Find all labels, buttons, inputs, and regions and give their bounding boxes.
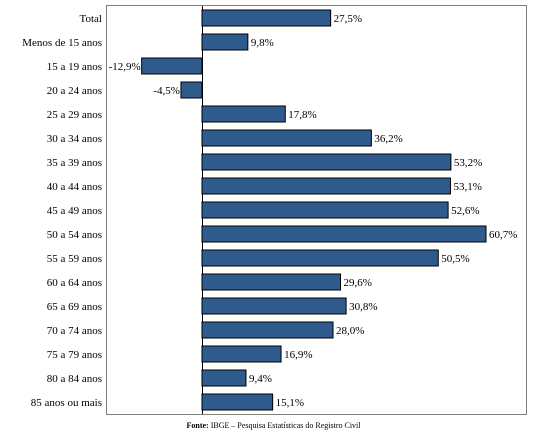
category-label: 65 a 69 anos: [47, 301, 102, 313]
category-label: 45 a 49 anos: [47, 205, 102, 217]
category-label: 85 anos ou mais: [31, 397, 102, 409]
bar: [201, 33, 249, 51]
bar: [180, 81, 203, 99]
plot-area-frame: [106, 5, 527, 415]
value-label: -12,9%: [109, 61, 141, 73]
bar: [201, 321, 334, 339]
bar: [201, 105, 286, 123]
bar: [201, 273, 341, 291]
value-label: 9,4%: [249, 373, 272, 385]
value-label: 30,8%: [349, 301, 377, 313]
bar: [201, 345, 282, 363]
category-label: 60 a 64 anos: [47, 277, 102, 289]
bar: [201, 153, 452, 171]
bar: [201, 249, 439, 267]
bar: [201, 9, 332, 27]
bars-layer: [141, 9, 487, 411]
value-label: 17,8%: [288, 109, 316, 121]
value-label: 16,9%: [284, 349, 312, 361]
value-label: 52,6%: [451, 205, 479, 217]
value-label: 29,6%: [343, 277, 371, 289]
bar: [201, 129, 372, 147]
category-label: 40 a 44 anos: [47, 181, 102, 193]
category-label: 15 a 19 anos: [47, 61, 102, 73]
bar: [141, 57, 203, 75]
bar-chart: Total 27,5% Menos de 15 anos 9,8% 15 a 19 an…: [22, 5, 527, 415]
category-label: 25 a 29 anos: [47, 109, 102, 121]
category-label: 75 a 79 anos: [47, 349, 102, 361]
bar: [201, 225, 487, 243]
source-note: Fonte: IBGE – Pesquisa Estatísticas do R…: [0, 421, 547, 430]
value-label: 15,1%: [276, 397, 304, 409]
category-label: Menos de 15 anos: [22, 37, 102, 49]
bar: [201, 297, 347, 315]
bar: [201, 201, 449, 219]
bar: [201, 369, 247, 387]
value-label: 28,0%: [336, 325, 364, 337]
source-text: IBGE – Pesquisa Estatísticas do Registro…: [208, 421, 361, 430]
source-prefix: Fonte:: [186, 421, 209, 430]
category-label: 80 a 84 anos: [47, 373, 102, 385]
value-label: 36,2%: [374, 133, 402, 145]
bar: [201, 393, 274, 411]
value-label: 53,1%: [453, 181, 481, 193]
bar: [201, 177, 451, 195]
value-label: -4,5%: [153, 85, 180, 97]
labels-layer: Total 27,5% Menos de 15 anos 9,8% 15 a 19 an…: [22, 13, 517, 409]
category-label: 55 a 59 anos: [47, 253, 102, 265]
value-label: 53,2%: [454, 157, 482, 169]
category-label: 50 a 54 anos: [47, 229, 102, 241]
category-label: 70 a 74 anos: [47, 325, 102, 337]
value-label: 27,5%: [334, 13, 362, 25]
value-label: 60,7%: [489, 229, 517, 241]
category-label: 20 a 24 anos: [47, 85, 102, 97]
value-label: 9,8%: [251, 37, 274, 49]
category-label: 35 a 39 anos: [47, 157, 102, 169]
value-label: 50,5%: [441, 253, 469, 265]
category-label: 30 a 34 anos: [47, 133, 102, 145]
category-label: Total: [80, 13, 102, 25]
